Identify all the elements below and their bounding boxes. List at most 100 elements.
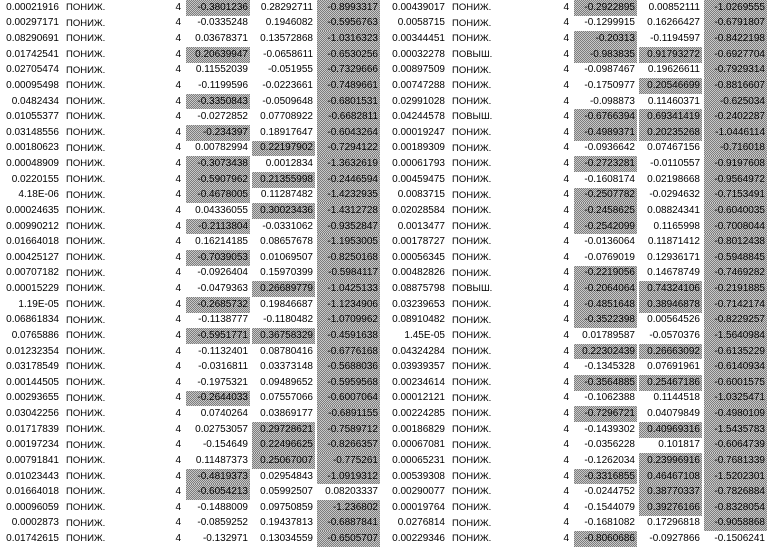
- direction-cell-right[interactable]: ПОНИЖ.: [452, 392, 492, 404]
- stat-cell-left-2[interactable]: 0.25067007: [252, 453, 315, 469]
- count-cell-left[interactable]: 4: [175, 17, 181, 29]
- stat-cell-right-1[interactable]: -0.0769019: [584, 251, 635, 263]
- stat-cell-right-2[interactable]: 0.46467108: [639, 468, 702, 485]
- stat-cell-right-1[interactable]: -0.0136064: [584, 236, 635, 248]
- stat-cell-right-3[interactable]: -0.8816607: [704, 78, 767, 94]
- stat-cell-right-2[interactable]: 0.16266427: [647, 17, 700, 29]
- stat-cell-left-2[interactable]: 0.05992507: [260, 486, 313, 498]
- direction-cell-right[interactable]: ПОНИЖ.: [452, 220, 492, 232]
- count-cell-left[interactable]: 4: [175, 533, 181, 545]
- pvalue-cell-left[interactable]: 0.0482434: [11, 95, 59, 107]
- stat-cell-right-1[interactable]: -0.2458625: [574, 203, 637, 219]
- direction-cell-left[interactable]: ПОНИЖ.: [66, 423, 106, 435]
- stat-cell-left-1[interactable]: -0.7039053: [186, 250, 250, 266]
- direction-cell-left[interactable]: ПОНИЖ.: [66, 314, 106, 326]
- count-cell-right[interactable]: 4: [563, 126, 569, 138]
- count-cell-left[interactable]: 4: [175, 189, 181, 201]
- stat-cell-left-3[interactable]: -0.6891155: [317, 406, 380, 422]
- count-cell-left[interactable]: 4: [175, 283, 181, 295]
- direction-cell-left[interactable]: ПОНИЖ.: [66, 111, 106, 123]
- direction-cell-left[interactable]: ПОНИЖ.: [66, 517, 106, 529]
- stat-cell-right-2[interactable]: 0.20546699: [639, 78, 702, 94]
- count-cell-right[interactable]: 4: [563, 189, 569, 201]
- stat-cell-right-3[interactable]: -1.0269555: [704, 0, 767, 16]
- stat-cell-right-3[interactable]: -0.2402287: [704, 109, 767, 125]
- stat-cell-left-1[interactable]: 0.03678371: [195, 33, 248, 45]
- stat-cell-left-1[interactable]: 0.02753057: [195, 423, 248, 435]
- count-cell-right[interactable]: 4: [563, 501, 569, 513]
- stat-cell-left-2[interactable]: -0.0331062: [262, 220, 313, 232]
- stat-cell-left-1[interactable]: 0.11487373: [195, 454, 248, 466]
- stat-cell-right-2[interactable]: 0.25467186: [639, 375, 702, 391]
- direction-cell-left[interactable]: ПОНИЖ.: [66, 283, 106, 295]
- stat-cell-left-2[interactable]: 0.02954843: [260, 470, 313, 482]
- stat-cell-left-2[interactable]: 0.13572868: [260, 33, 313, 45]
- pvalue-cell-left[interactable]: 0.02705474: [6, 64, 59, 76]
- stat-cell-right-3[interactable]: -0.1506241: [714, 533, 765, 545]
- count-cell-left[interactable]: 4: [175, 439, 181, 451]
- stat-cell-left-3[interactable]: -0.6505707: [317, 531, 380, 547]
- stat-cell-left-2[interactable]: -0.0658611: [263, 48, 313, 60]
- stat-cell-left-3[interactable]: -0.7589712: [317, 421, 380, 438]
- count-cell-right[interactable]: 4: [563, 158, 569, 170]
- pvalue-cell-right[interactable]: 0.00012121: [392, 392, 445, 404]
- stat-cell-right-1[interactable]: -0.8060686: [574, 531, 637, 547]
- direction-cell-left[interactable]: ПОНИЖ.: [66, 439, 106, 451]
- stat-cell-right-2[interactable]: 0.17296818: [647, 517, 700, 529]
- stat-cell-right-2[interactable]: 0.12936171: [647, 251, 700, 263]
- pvalue-cell-right[interactable]: 0.08910482: [392, 314, 445, 326]
- direction-cell-left[interactable]: ПОНИЖ.: [66, 33, 106, 45]
- direction-cell-right[interactable]: ПОНИЖ.: [452, 345, 492, 357]
- direction-cell-right[interactable]: ПОНИЖ.: [452, 252, 492, 264]
- pvalue-cell-right[interactable]: 0.00747288: [392, 79, 445, 91]
- pvalue-cell-left[interactable]: 0.0002873: [11, 517, 59, 529]
- pvalue-cell-left[interactable]: 0.00791841: [6, 454, 59, 466]
- stat-cell-left-3[interactable]: -0.6776168: [317, 343, 380, 360]
- stat-cell-right-2[interactable]: 0.69341419: [639, 109, 702, 125]
- stat-cell-right-2[interactable]: 0.00852111: [648, 1, 700, 13]
- stat-cell-left-3[interactable]: -0.6801531: [317, 93, 380, 110]
- pvalue-cell-left[interactable]: 0.00180623: [6, 142, 59, 154]
- stat-cell-right-1[interactable]: -0.1544079: [584, 501, 635, 513]
- stat-cell-right-1[interactable]: -0.2723281: [574, 156, 637, 172]
- pvalue-cell-right[interactable]: 0.00065231: [392, 454, 445, 466]
- stat-cell-right-2[interactable]: -0.0110557: [650, 158, 700, 170]
- count-cell-right[interactable]: 4: [563, 48, 569, 60]
- count-cell-right[interactable]: 4: [563, 517, 569, 529]
- stat-cell-right-2[interactable]: 0.26663092: [639, 343, 702, 360]
- stat-cell-right-2[interactable]: 0.40969316: [639, 421, 702, 438]
- direction-cell-left[interactable]: ПОНИЖ.: [66, 173, 106, 185]
- direction-cell-left[interactable]: ПОНИЖ.: [66, 220, 106, 232]
- pvalue-cell-left[interactable]: 0.03042256: [6, 408, 59, 420]
- direction-cell-right[interactable]: ПОВЫШ.: [452, 283, 493, 295]
- stat-cell-left-2[interactable]: 0.09489652: [260, 376, 313, 388]
- stat-cell-left-1[interactable]: -0.0859252: [197, 517, 248, 529]
- pvalue-cell-left[interactable]: 0.00197234: [6, 439, 59, 451]
- stat-cell-right-1[interactable]: -0.4989371: [574, 125, 637, 141]
- stat-cell-left-3[interactable]: -1.3632619: [317, 156, 380, 172]
- direction-cell-left[interactable]: ПОНИЖ.: [66, 236, 106, 248]
- direction-cell-left[interactable]: ПОНИЖ.: [66, 455, 106, 467]
- pvalue-cell-right[interactable]: 0.00229346: [392, 533, 445, 545]
- pvalue-cell-left[interactable]: 0.01664018: [6, 236, 59, 248]
- stat-cell-left-1[interactable]: 0.0740264: [200, 408, 248, 420]
- count-cell-left[interactable]: 4: [175, 408, 181, 420]
- stat-cell-left-3[interactable]: -0.8993317: [317, 0, 380, 16]
- direction-cell-right[interactable]: ПОНИЖ.: [452, 470, 492, 482]
- stat-cell-left-1[interactable]: -0.0479363: [197, 283, 248, 295]
- direction-cell-left[interactable]: ПОНИЖ.: [66, 377, 106, 389]
- stat-cell-left-2[interactable]: 0.22496625: [252, 437, 315, 454]
- stat-cell-left-2[interactable]: 0.08657678: [260, 236, 313, 248]
- stat-cell-left-3[interactable]: -1.4312728: [317, 203, 380, 219]
- pvalue-cell-right[interactable]: 0.0013477: [397, 220, 445, 232]
- count-cell-right[interactable]: 4: [563, 314, 569, 326]
- pvalue-cell-right[interactable]: 0.00482826: [392, 267, 445, 279]
- stat-cell-left-2[interactable]: 0.19846687: [260, 298, 313, 310]
- stat-cell-right-2[interactable]: 0.20235268: [639, 125, 702, 141]
- stat-cell-left-2[interactable]: 0.13034559: [260, 533, 313, 545]
- stat-cell-left-3[interactable]: -1.0919312: [317, 468, 380, 485]
- direction-cell-left[interactable]: ПОНИЖ.: [66, 205, 106, 217]
- stat-cell-left-3[interactable]: -0.6007064: [317, 390, 380, 407]
- direction-cell-left[interactable]: ПОНИЖ.: [66, 408, 106, 420]
- direction-cell-right[interactable]: ПОНИЖ.: [452, 267, 492, 279]
